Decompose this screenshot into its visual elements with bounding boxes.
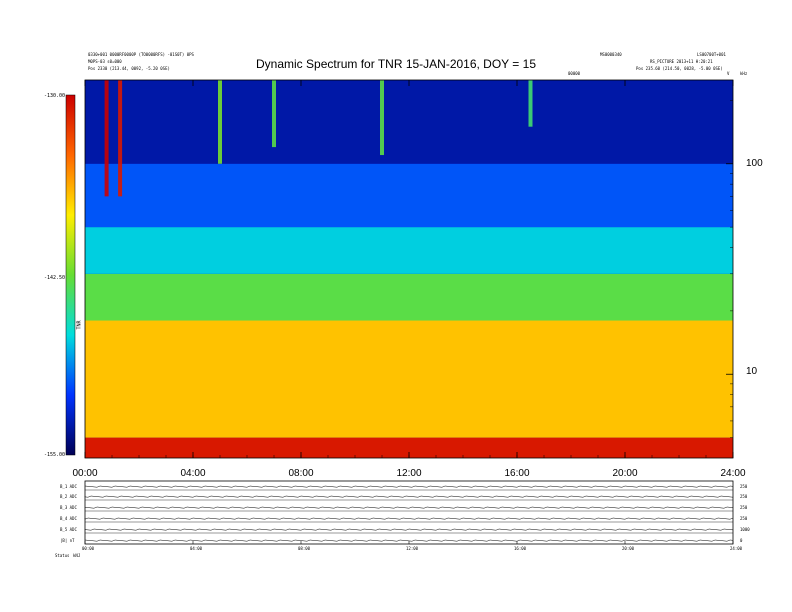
header-left-line2: M0PS-03 s0=000: [88, 59, 122, 64]
status-unit-label: kNJ: [73, 553, 81, 558]
burst-mark: [118, 80, 123, 197]
lower-panel-frame: [84, 480, 734, 545]
header-right-line4: Pos 235.60 (214.50, 0028, -5.00 0SE): [636, 66, 723, 71]
colorbar-label-bottom: -155.00: [44, 452, 66, 458]
lower-trace: [84, 495, 734, 498]
burst-mark: [218, 80, 222, 164]
lower-right-tick: 250: [740, 494, 748, 499]
x-tick-label: 04:00: [180, 468, 206, 479]
lower-trace: [84, 485, 734, 488]
colorbar: [65, 94, 76, 456]
spectrum-band: [85, 437, 733, 458]
colorbar-label-mid: -142.50: [44, 275, 66, 281]
header-right-line2: LS00700T+001: [697, 52, 726, 57]
lower-row-label: B_4 ADC: [60, 516, 77, 521]
colorbar-label-top: -130.00: [44, 93, 66, 99]
lower-right-tick: 250: [740, 505, 748, 510]
x-tick-label: 00:00: [72, 468, 98, 479]
y-tick-label: 10: [746, 366, 758, 377]
lower-trace: [84, 517, 734, 520]
burst-mark: [104, 80, 109, 197]
header-right-line1: MS0000340: [600, 52, 622, 57]
lower-row-label: B_1 ADC: [60, 484, 77, 489]
x-tick-label: 08:00: [288, 468, 314, 479]
x-tick-label: 16:00: [504, 468, 530, 479]
header-left-line1: 0330+001 0000RF0000P (TO0000RFS) -01S0T)…: [88, 52, 194, 57]
lower-right-tick: 250: [740, 484, 748, 489]
header-right-line3: RS_PICTURE 2013+11 H:20:21: [650, 59, 713, 64]
lower-x-tick: 24:00: [730, 546, 743, 551]
header-right-corner: kHz: [740, 71, 748, 76]
header-right-v: V: [727, 71, 730, 76]
spectrum-band: [85, 273, 733, 321]
lower-x-tick: 12:00: [406, 546, 419, 551]
header-right-small: 00000: [568, 71, 581, 76]
burst-mark: [272, 80, 276, 148]
lower-trace: [84, 539, 734, 542]
lower-x-tick: 20:00: [622, 546, 635, 551]
lower-row-label: B_2 ADC: [60, 494, 77, 499]
spectrum-band: [85, 227, 733, 274]
lower-right-tick: 1000: [740, 527, 750, 532]
spectrum-band: [85, 163, 733, 228]
lower-row-label: B_3 ADC: [60, 505, 77, 510]
lower-x-tick: 08:00: [298, 546, 311, 551]
lower-trace: [84, 506, 734, 509]
spectrum-band: [85, 80, 733, 164]
lower-right-tick: 0: [740, 538, 743, 543]
lower-x-tick: 04:00: [190, 546, 203, 551]
spectrum-band: [85, 320, 733, 438]
x-tick-label: 24:00: [720, 468, 746, 479]
burst-mark: [528, 80, 533, 127]
y-tick-label: 100: [746, 158, 763, 169]
header-left-line3: Pos 2330 (213.44, 0092, -5.20 0SE): [88, 66, 170, 71]
lower-x-tick: 16:00: [514, 546, 527, 551]
lower-x-tick: 00:00: [82, 546, 95, 551]
lower-row-label: |B| nT: [60, 538, 75, 543]
burst-mark: [380, 80, 384, 156]
lower-right-tick: 250: [740, 516, 748, 521]
lower-row-label: B_5 ADC: [60, 527, 77, 532]
chart-title: Dynamic Spectrum for TNR 15-JAN-2016, DO…: [256, 57, 536, 71]
status-label: Status: [55, 553, 70, 558]
lower-trace: [84, 528, 734, 531]
x-tick-label: 20:00: [612, 468, 638, 479]
x-tick-label: 12:00: [396, 468, 422, 479]
